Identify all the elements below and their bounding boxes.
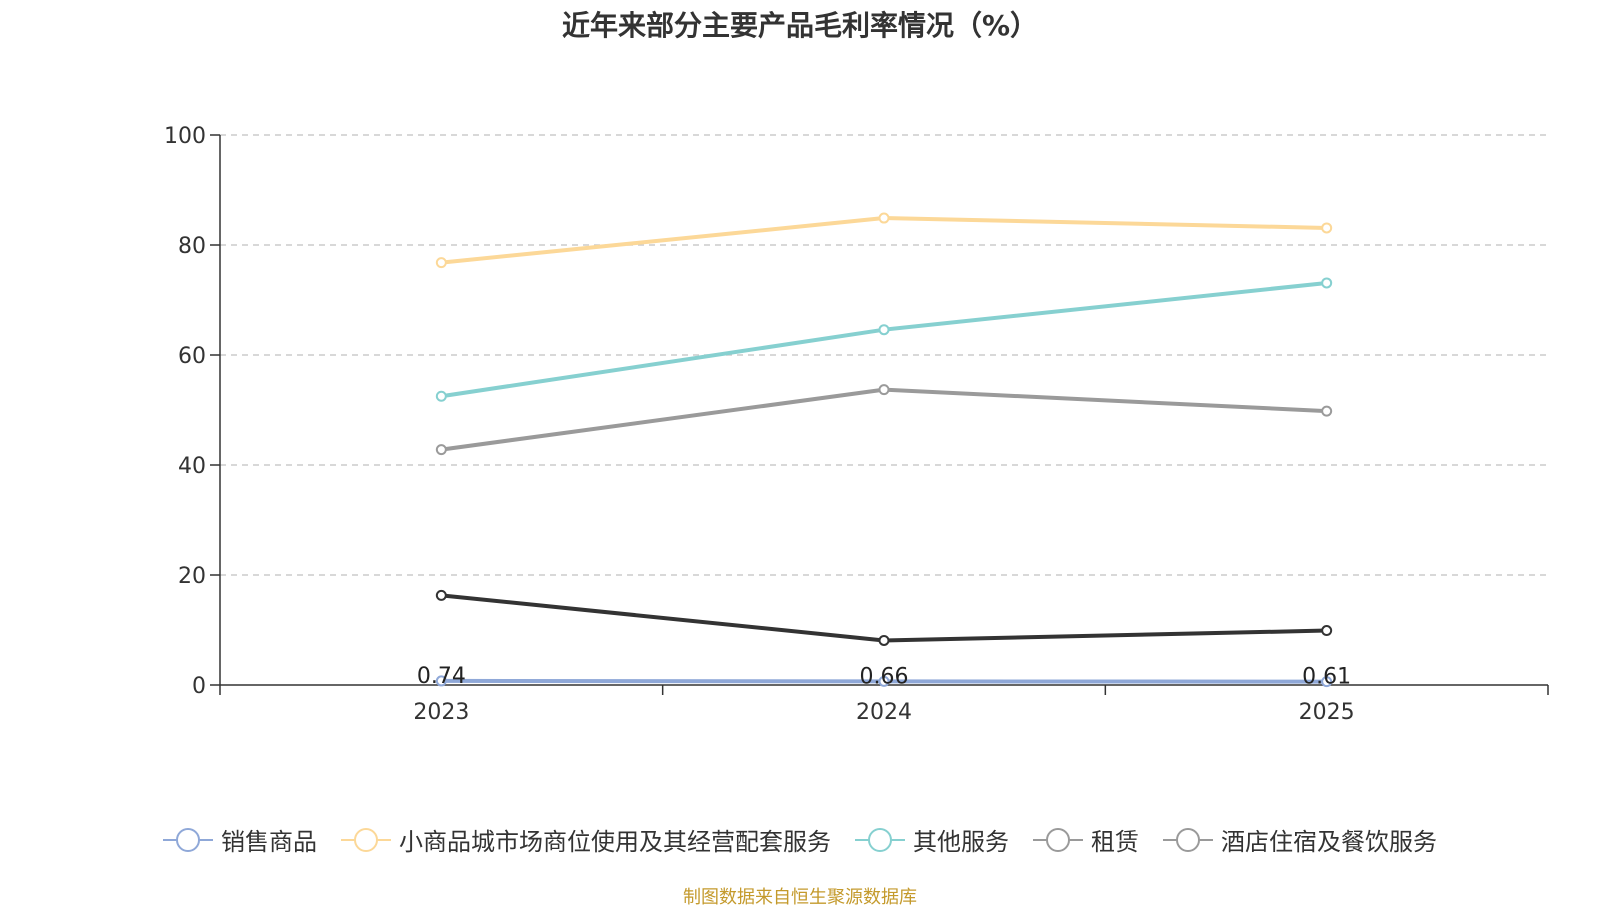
data-point-0-2	[1321, 676, 1333, 688]
data-point-4-1	[878, 634, 890, 646]
legend-marker-icon	[341, 827, 391, 853]
series-line-2	[441, 280, 1327, 399]
data-point-4-2	[1321, 625, 1333, 637]
legend-item-4[interactable]: 酒店住宿及餐饮服务	[1163, 822, 1437, 857]
data-point-3-0	[435, 444, 447, 456]
legend-label: 销售商品	[221, 828, 317, 856]
legend-marker-circle	[176, 827, 200, 852]
series-line-1	[441, 216, 1327, 265]
legend-marker-icon	[1163, 827, 1213, 853]
data-point-0-0	[435, 675, 447, 687]
data-point-1-2	[1321, 222, 1333, 234]
legend-marker-circle	[1046, 827, 1070, 852]
legend-marker-circle	[1176, 827, 1200, 852]
chart-title: 近年来部分主要产品毛利率情况（%）	[561, 9, 1039, 42]
legend-marker-icon	[163, 827, 213, 853]
legend-label: 租赁	[1091, 828, 1139, 856]
series-line-4	[441, 593, 1327, 643]
data-label-0-1: 0.66	[860, 664, 909, 689]
source-note: 制图数据来自恒生聚源数据库	[683, 887, 917, 908]
legend-marker-icon	[1033, 827, 1083, 853]
series-lines	[435, 212, 1333, 688]
x-tick-label-2024: 2024	[856, 700, 912, 725]
data-point-4-0	[435, 589, 447, 601]
legend-item-1[interactable]: 小商品城市场商位使用及其经营配套服务	[341, 822, 831, 857]
data-point-2-1	[878, 324, 890, 336]
series-line-3	[441, 387, 1327, 452]
data-point-3-2	[1321, 405, 1333, 417]
data-point-1-1	[878, 212, 890, 224]
legend-marker-icon	[855, 827, 905, 853]
data-label-0-2: 0.61	[1302, 665, 1351, 690]
legend: 销售商品 小商品城市场商位使用及其经营配套服务 其他服务 租赁 酒店住宿及餐饮服务	[0, 822, 1600, 857]
axes: 0 20 40 60 80 100 2023 2024 2025	[164, 124, 1549, 725]
legend-label: 其他服务	[913, 828, 1009, 856]
legend-item-3[interactable]: 租赁	[1033, 822, 1139, 857]
y-tick-label: 80	[178, 234, 206, 259]
legend-label: 酒店住宿及餐饮服务	[1221, 828, 1437, 856]
grid-lines	[220, 134, 1548, 576]
y-tick-label: 20	[178, 564, 206, 589]
x-tick-label-2023: 2023	[413, 700, 469, 725]
data-label-0-0: 0.74	[417, 664, 466, 689]
y-tick-label: 40	[178, 454, 206, 479]
legend-marker-circle	[868, 827, 892, 852]
y-tick-label: 0	[192, 674, 206, 699]
data-labels: 0.74 0.66 0.61	[417, 664, 1351, 690]
y-tick-label: 60	[178, 344, 206, 369]
data-point-3-1	[878, 384, 890, 396]
data-point-2-0	[435, 390, 447, 402]
legend-marker-circle	[354, 827, 378, 852]
x-tick-label-2025: 2025	[1299, 700, 1355, 725]
data-point-2-2	[1321, 277, 1333, 289]
legend-item-0[interactable]: 销售商品	[163, 822, 317, 857]
data-point-1-0	[435, 257, 447, 269]
y-tick-label: 100	[164, 124, 206, 149]
data-point-0-1	[878, 675, 890, 687]
legend-item-2[interactable]: 其他服务	[855, 822, 1009, 857]
legend-label: 小商品城市场商位使用及其经营配套服务	[399, 828, 831, 856]
